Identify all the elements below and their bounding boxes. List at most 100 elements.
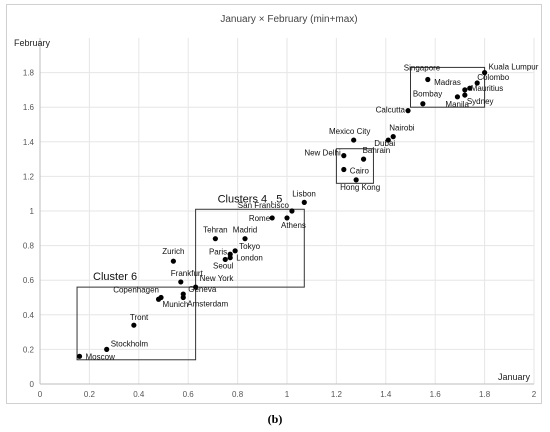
cluster-box bbox=[335, 148, 374, 184]
point-labels: Cluster 6 Clusters 4 , 5 Moscow Stockholm Tr… bbox=[86, 63, 539, 362]
point-label: Bombay bbox=[413, 90, 442, 99]
gridlines bbox=[39, 38, 535, 385]
point-label: Athens bbox=[281, 221, 306, 230]
point-label: Rome bbox=[249, 214, 271, 223]
y-tick-label: 1 bbox=[30, 207, 35, 216]
cluster-boxes bbox=[76, 66, 486, 361]
point-label: Lisbon bbox=[292, 189, 316, 198]
point-label: Singapore bbox=[404, 64, 441, 73]
x-tick-label: 1.8 bbox=[479, 390, 491, 399]
data-point bbox=[193, 284, 199, 290]
point-label: Tront bbox=[130, 313, 149, 322]
point-label: Hong Kong bbox=[340, 183, 380, 192]
data-point bbox=[462, 92, 468, 98]
x-axis-label: January bbox=[498, 372, 531, 382]
data-point bbox=[76, 353, 83, 359]
point-label: Stockholm bbox=[111, 339, 149, 348]
figure-caption: (b) bbox=[267, 412, 283, 426]
data-point bbox=[385, 137, 391, 143]
data-point bbox=[227, 251, 233, 257]
point-label: Calcutta bbox=[376, 106, 406, 115]
data-point bbox=[482, 70, 488, 76]
data-point bbox=[232, 248, 238, 254]
cluster-box bbox=[195, 208, 305, 288]
data-point bbox=[420, 101, 426, 107]
y-tick-label: 0 bbox=[30, 380, 35, 389]
data-point bbox=[405, 108, 411, 114]
data-point bbox=[454, 94, 461, 100]
point-label: Mauritius bbox=[471, 84, 503, 93]
y-tick-label: 0.6 bbox=[23, 276, 35, 285]
x-tick-label: 1 bbox=[285, 390, 290, 399]
data-points bbox=[76, 70, 488, 359]
data-point bbox=[353, 177, 359, 183]
point-label: New York bbox=[200, 274, 235, 283]
point-label: Frankfurt bbox=[171, 269, 204, 278]
y-tick-label: 1.2 bbox=[23, 172, 35, 181]
point-label: Tokyo bbox=[239, 242, 260, 251]
data-point bbox=[474, 80, 480, 86]
point-label: Paris bbox=[209, 247, 227, 256]
y-tick-label: 0.4 bbox=[23, 311, 35, 320]
point-label: Sydney bbox=[467, 97, 494, 106]
x-tick-label: 1.2 bbox=[331, 390, 343, 399]
data-point bbox=[158, 294, 164, 301]
data-point bbox=[351, 137, 357, 143]
x-tick-label: 0.8 bbox=[232, 390, 244, 399]
data-point bbox=[301, 199, 307, 205]
x-tick-label: 1.6 bbox=[430, 390, 442, 399]
axes: 0 0.2 0.4 0.6 0.8 1 1.2 1.4 1.6 1.8 0 0.2 0.4 0.6 0.8 1… bbox=[23, 38, 537, 399]
data-point bbox=[180, 291, 186, 297]
point-label: Copenhagen bbox=[113, 286, 159, 295]
x-tick-label: 0.4 bbox=[133, 390, 145, 399]
data-point bbox=[269, 215, 275, 221]
x-tick-label: 2 bbox=[532, 390, 537, 399]
data-point bbox=[178, 279, 184, 285]
data-point bbox=[284, 215, 290, 221]
y-tick-label: 1.6 bbox=[23, 103, 35, 112]
y-tick-label: 0.2 bbox=[23, 345, 35, 354]
cluster-label: Clusters 4 , 5 bbox=[218, 193, 283, 205]
point-label: Bahrain bbox=[363, 146, 391, 155]
point-label: Nairobi bbox=[389, 124, 415, 133]
y-axis-label: February bbox=[14, 38, 51, 48]
data-point bbox=[425, 76, 431, 83]
point-label: Kuala Lumpur bbox=[489, 63, 539, 72]
point-label: Amsterdam bbox=[187, 300, 228, 309]
point-label: San Francisco bbox=[238, 201, 290, 210]
point-label: Seoul bbox=[213, 261, 234, 270]
data-point bbox=[222, 256, 228, 263]
point-label: Tehran bbox=[203, 226, 227, 235]
point-label: Dubai bbox=[374, 139, 395, 148]
cluster-box bbox=[76, 286, 197, 361]
data-point bbox=[341, 166, 347, 173]
cluster-box bbox=[410, 66, 486, 108]
y-tick-label: 1.8 bbox=[23, 69, 35, 78]
chart-frame bbox=[6, 4, 542, 404]
data-point bbox=[242, 236, 248, 242]
x-tick-label: 0.2 bbox=[84, 390, 96, 399]
chart-title: January × February (min+max) bbox=[220, 14, 357, 25]
data-point bbox=[467, 85, 473, 91]
data-point bbox=[212, 236, 218, 242]
data-point bbox=[104, 346, 110, 352]
point-label: Manila bbox=[445, 100, 469, 109]
x-tick-label: 0.6 bbox=[183, 390, 195, 399]
point-label: Madras bbox=[434, 78, 461, 87]
y-tick-label: 0.8 bbox=[23, 242, 35, 251]
data-point bbox=[289, 208, 295, 214]
x-tick-label: 0 bbox=[38, 390, 43, 399]
point-label: New Delhi bbox=[304, 149, 341, 158]
data-point bbox=[462, 87, 468, 93]
point-label: Moscow bbox=[86, 352, 116, 361]
point-label: Zurich bbox=[162, 247, 184, 256]
point-label: Colombo bbox=[477, 73, 510, 82]
point-label: London bbox=[236, 254, 263, 263]
data-point bbox=[360, 156, 367, 162]
point-label: Madrid bbox=[233, 226, 257, 235]
data-point bbox=[341, 153, 347, 159]
point-label: Geneva bbox=[188, 285, 217, 294]
data-point bbox=[131, 322, 137, 328]
